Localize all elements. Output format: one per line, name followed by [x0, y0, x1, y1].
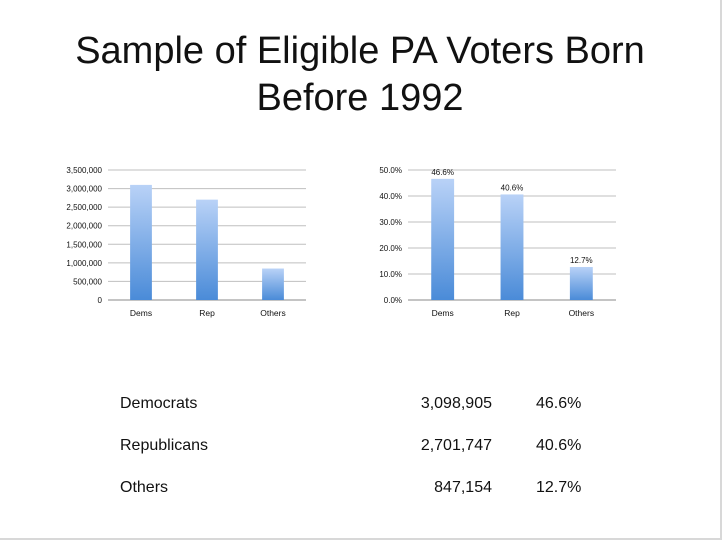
- voter-count: 3,098,905: [420, 395, 492, 412]
- y-tick-label: 3,500,000: [66, 166, 102, 175]
- voter-percent: 40.6%: [536, 437, 582, 454]
- y-tick-label: 0.0%: [384, 296, 402, 305]
- title-line-2: Before 1992: [256, 77, 464, 119]
- party-name: Others: [120, 479, 169, 496]
- y-tick-label: 50.0%: [379, 166, 402, 175]
- voter-percent: 46.6%: [536, 395, 582, 412]
- y-tick-label: 500,000: [73, 277, 102, 286]
- y-tick-label: 0: [98, 296, 103, 305]
- x-category-label: Rep: [504, 308, 520, 318]
- y-tick-label: 1,500,000: [66, 240, 102, 249]
- y-tick-label: 3,000,000: [66, 185, 102, 194]
- voter-count-bar-chart: 0 500,000 1,000,000 1,500,000 2,000,000 2,500…: [48, 160, 308, 330]
- y-tick-label: 30.0%: [379, 218, 402, 227]
- data-label: 40.6%: [501, 183, 524, 192]
- x-category-label: Rep: [199, 308, 215, 318]
- voter-percent: 12.7%: [536, 479, 582, 496]
- party-name: Republicans: [120, 437, 209, 454]
- data-label: 12.7%: [570, 256, 593, 265]
- voter-count-chart-svg: 0 500,000 1,000,000 1,500,000 2,000,000 2,500…: [66, 166, 306, 318]
- slide-title: Sample of Eligible PA Voters Born Before…: [0, 28, 720, 122]
- voter-percent-chart-svg: 0.0% 10.0% 20.0% 30.0% 40.0% 50.0% Dems 46.6% Re…: [379, 166, 616, 318]
- x-category-label: Dems: [432, 308, 454, 318]
- y-tick-label: 1,000,000: [66, 259, 102, 268]
- bar-dems: [130, 184, 152, 300]
- y-tick-label: 10.0%: [379, 270, 402, 279]
- y-tick-label: 2,500,000: [66, 203, 102, 212]
- x-category-label: Dems: [130, 308, 152, 318]
- voter-count: 2,701,747: [420, 437, 492, 454]
- y-tick-label: 2,000,000: [66, 222, 102, 231]
- bar-others: [262, 268, 284, 300]
- y-tick-label: 20.0%: [379, 244, 402, 253]
- voter-percent-bar-chart: 0.0% 10.0% 20.0% 30.0% 40.0% 50.0% Dems 46.6% Re…: [358, 160, 618, 330]
- bar-rep: [500, 194, 524, 300]
- summary-row-others: Others 847,154 12.7%: [0, 479, 720, 509]
- data-label: 46.6%: [431, 168, 454, 177]
- title-line-1: Sample of Eligible PA Voters Born: [75, 30, 645, 72]
- summary-row-republicans: Republicans 2,701,747 40.6%: [0, 437, 720, 467]
- y-tick-label: 40.0%: [379, 192, 402, 201]
- bar-dems: [431, 178, 455, 300]
- voter-count: 847,154: [434, 479, 492, 496]
- x-category-label: Others: [260, 308, 286, 318]
- summary-row-democrats: Democrats 3,098,905 46.6%: [0, 395, 720, 425]
- bar-rep: [196, 199, 218, 300]
- party-name: Democrats: [120, 395, 198, 412]
- x-category-label: Others: [569, 308, 595, 318]
- bar-others: [569, 266, 593, 300]
